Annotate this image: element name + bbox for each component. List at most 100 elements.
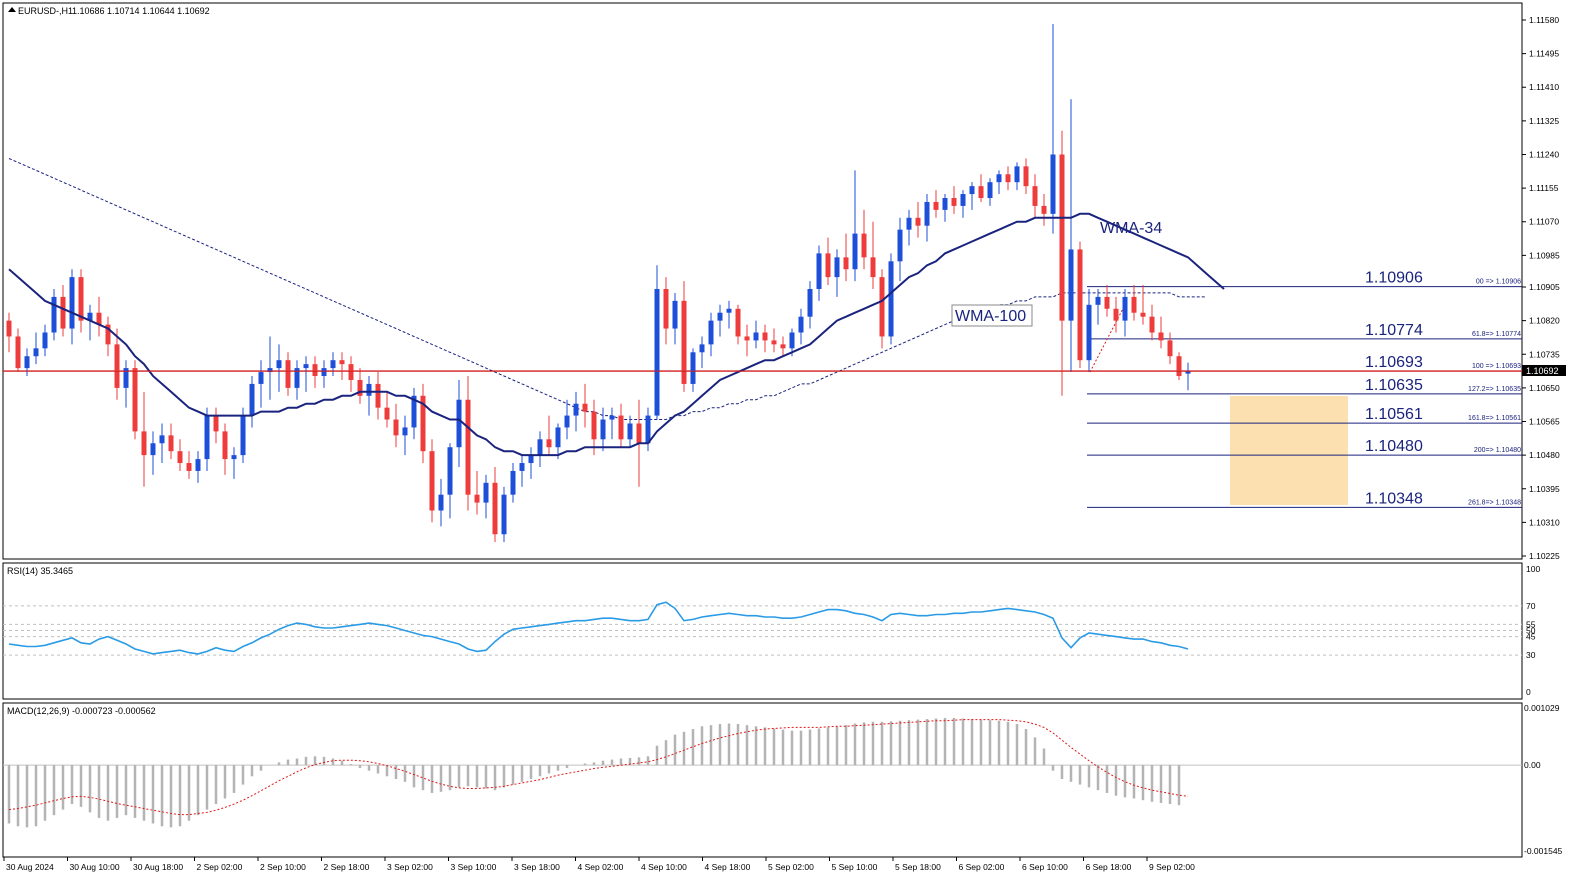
candle-body: [1041, 205, 1047, 214]
candle-body: [1023, 166, 1029, 187]
macd-tick-label: -0.001545: [1524, 846, 1563, 856]
candle-body: [1167, 340, 1173, 357]
candle-body: [672, 300, 678, 329]
candle-body: [1050, 154, 1056, 214]
candle-body: [537, 439, 543, 456]
candle-body: [69, 277, 75, 329]
price-tick-label: 1.10395: [1529, 484, 1560, 494]
candle-body: [951, 198, 957, 206]
macd-tick-label: 0.001029: [1524, 703, 1560, 713]
fib-connector: [1089, 304, 1126, 373]
price-tick-label: 1.11240: [1529, 149, 1559, 159]
fib-level-label: 1.10561: [1365, 406, 1423, 423]
candle-body: [600, 419, 606, 440]
candle-body: [51, 296, 57, 333]
candle-body: [1185, 371, 1191, 374]
chart-symbol: EURUSD-,H1: [18, 6, 73, 16]
candle-body: [969, 186, 975, 195]
price-tick-label: 1.10310: [1529, 517, 1560, 527]
candle-body: [1149, 316, 1155, 333]
candle-body: [105, 324, 111, 345]
candle-body: [330, 360, 336, 369]
time-tick-label: 5 Sep 02:00: [768, 862, 814, 872]
wma34-label: WMA-34: [1100, 220, 1162, 237]
collapse-triangle-icon[interactable]: [8, 7, 16, 12]
time-axis[interactable]: 30 Aug 2024 30 Aug 10:00 30 Aug 18:00 2 Sep…: [3, 857, 1195, 872]
candle-body: [663, 288, 669, 329]
candle-body: [195, 459, 201, 471]
candle-body: [339, 360, 345, 365]
rsi-tick-label: 55: [1526, 619, 1536, 629]
candle-body: [1014, 166, 1020, 183]
candle-body: [294, 368, 300, 388]
time-tick-label: 3 Sep 18:00: [514, 862, 560, 872]
candle-body: [186, 463, 192, 471]
fib-level-ratio: 261.8=> 1.10348: [1468, 499, 1521, 506]
candle-body: [285, 360, 291, 388]
candle-body: [852, 233, 858, 270]
candle-body: [267, 368, 273, 373]
candle-body: [501, 494, 507, 535]
candle-body: [141, 431, 147, 456]
candle-body: [609, 415, 615, 420]
candle-body: [213, 415, 219, 432]
fib-level-label: 1.10693: [1365, 354, 1423, 371]
candle-body: [123, 368, 129, 388]
candle-body: [177, 451, 183, 464]
fib-level-label: 1.10906: [1365, 270, 1423, 287]
candle-body: [411, 395, 417, 428]
candle-body: [1005, 174, 1011, 183]
candle-body: [447, 447, 453, 495]
candle-body: [15, 336, 21, 369]
fib-level-ratio: 61.8=> 1.10774: [1472, 331, 1521, 338]
macd-pane-border: [2, 702, 1523, 858]
candle-body: [438, 494, 444, 511]
fib-level-label: 1.10635: [1365, 377, 1423, 394]
price-tick-label: 1.10480: [1529, 450, 1560, 460]
macd-signal-path: [8, 719, 1189, 816]
time-tick-label: 6 Sep 10:00: [1022, 862, 1068, 872]
candle-body: [420, 395, 426, 452]
candle-body: [474, 494, 480, 503]
wma-34-line: [8, 212, 1225, 457]
candle-body: [834, 257, 840, 278]
rsi-indicator: [3, 601, 1522, 656]
wma34-path: [8, 212, 1225, 457]
time-tick-label: 9 Sep 02:00: [1149, 862, 1195, 872]
rsi-tick-label: 70: [1526, 601, 1536, 611]
candle-body: [1113, 308, 1119, 321]
candle-body: [1122, 296, 1128, 321]
rsi-tick-label: 100: [1526, 564, 1540, 574]
candle-body: [114, 344, 120, 388]
candle-body: [465, 399, 471, 495]
candle-body: [753, 332, 759, 341]
fib-level-ratio: 127.2=> 1.10635: [1468, 386, 1521, 393]
candle-body: [321, 368, 327, 377]
candle-body: [915, 217, 921, 226]
candle-body: [897, 229, 903, 262]
fib-level-label: 1.10480: [1365, 438, 1423, 455]
time-tick-label: 5 Sep 18:00: [895, 862, 941, 872]
candle-body: [906, 217, 912, 230]
time-tick-label: 30 Aug 2024: [6, 862, 54, 872]
candle-body: [555, 427, 561, 448]
price-pane-border: [2, 2, 1523, 560]
time-tick-label: 2 Sep 10:00: [260, 862, 306, 872]
candle-body: [879, 277, 885, 337]
price-axis[interactable]: 1.11580 1.11495 1.11410 1.11325 1.11240 1.111…: [1522, 15, 1560, 561]
candle-body: [546, 439, 552, 448]
candle-body: [231, 455, 237, 460]
price-tick-label: 1.10985: [1529, 250, 1560, 260]
candle-body: [771, 340, 777, 345]
candle-body: [618, 415, 624, 440]
candle-body: [762, 332, 768, 341]
time-tick-label: 3 Sep 02:00: [387, 862, 433, 872]
candle-body: [276, 360, 282, 369]
candle-body: [798, 316, 804, 333]
candle-body: [627, 423, 633, 440]
candle-body: [393, 419, 399, 436]
candle-body: [717, 312, 723, 321]
candle-body: [924, 201, 930, 226]
